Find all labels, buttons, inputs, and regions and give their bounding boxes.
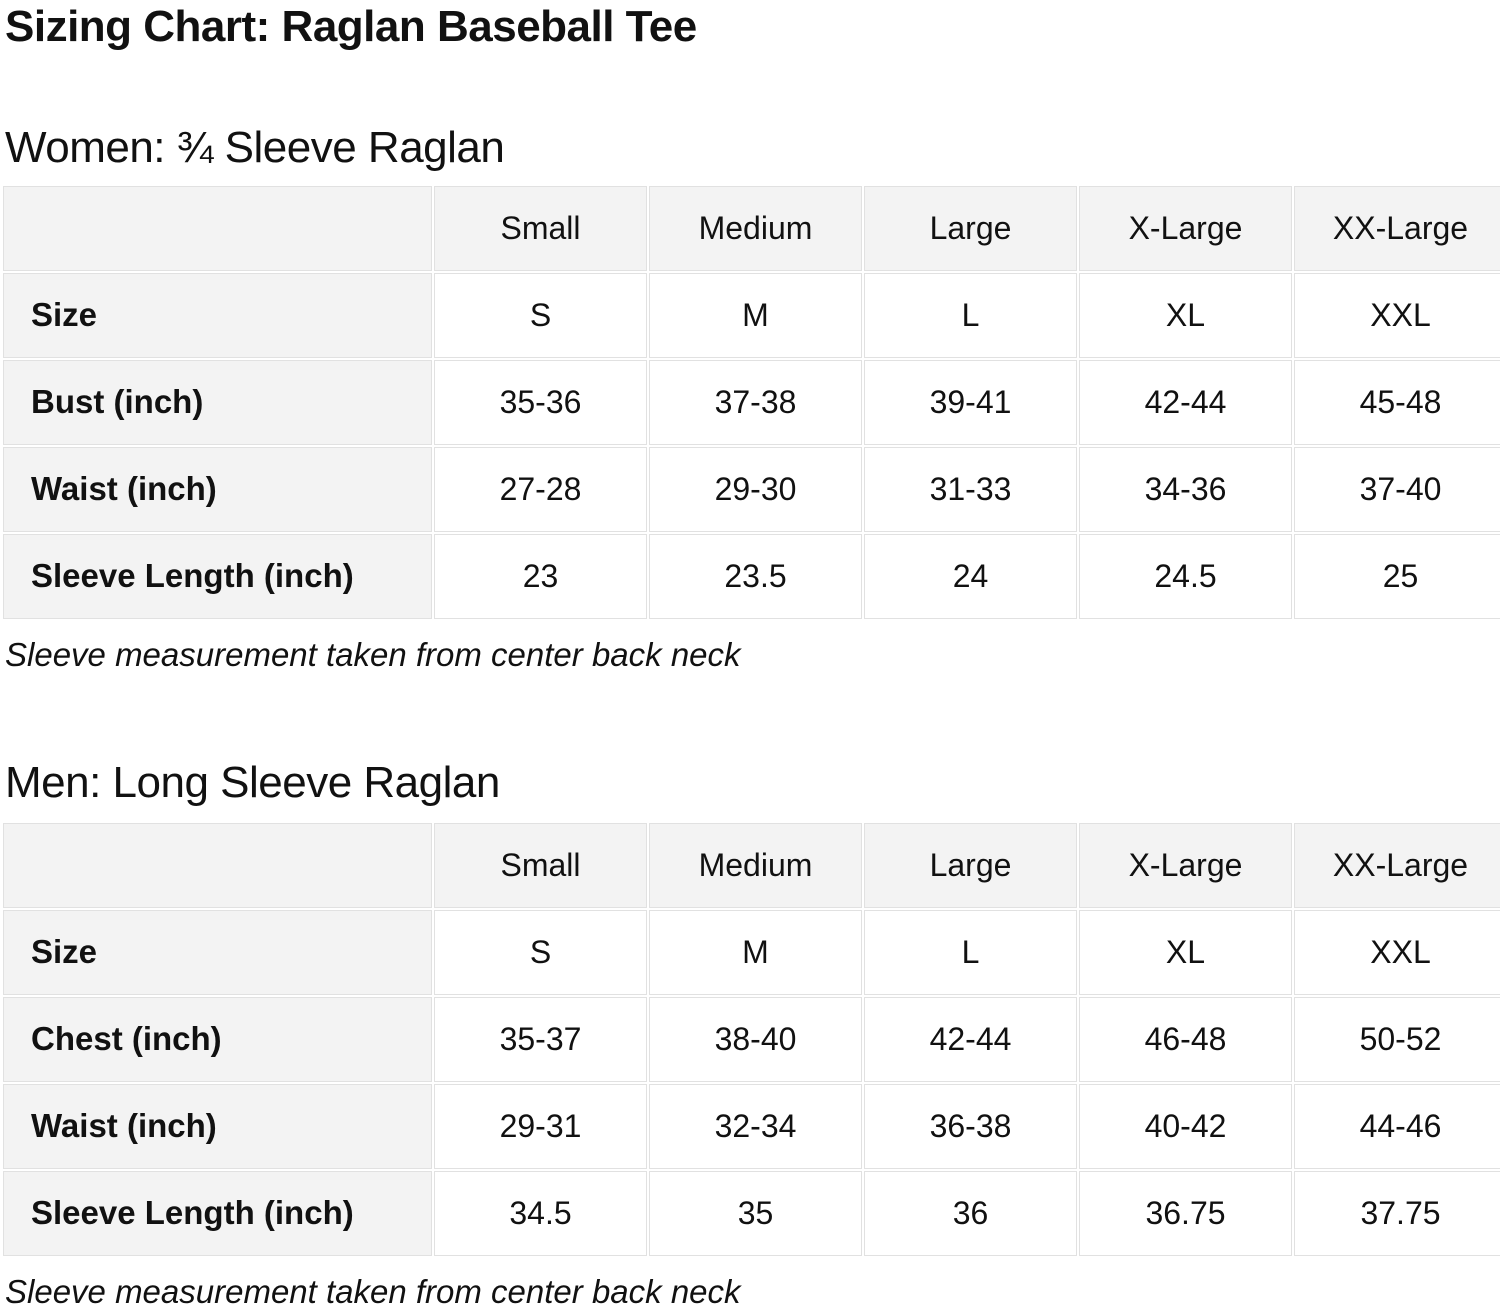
men-row-size: Size S M L XL XXL xyxy=(3,909,1500,995)
sleeve-cell: 36.75 xyxy=(1079,1170,1292,1256)
women-column-header-x-large: X-Large xyxy=(1079,185,1292,271)
women-row-label-size: Size xyxy=(3,272,432,358)
women-row-size: Size S M L XL XXL xyxy=(3,272,1500,358)
men-row-sleeve-length: Sleeve Length (inch) 34.5 35 36 36.75 37… xyxy=(3,1170,1500,1256)
women-row-bust: Bust (inch) 35-36 37-38 39-41 42-44 45-4… xyxy=(3,359,1500,445)
men-column-header-medium: Medium xyxy=(649,822,862,908)
men-row-label-waist: Waist (inch) xyxy=(3,1083,432,1169)
women-header-row: Small Medium Large X-Large XX-Large xyxy=(3,185,1500,271)
size-cell: M xyxy=(649,909,862,995)
size-cell: L xyxy=(864,909,1077,995)
men-header-row: Small Medium Large X-Large XX-Large xyxy=(3,822,1500,908)
men-row-label-sleeve-length: Sleeve Length (inch) xyxy=(3,1170,432,1256)
women-row-sleeve-length: Sleeve Length (inch) 23 23.5 24 24.5 25 xyxy=(3,533,1500,619)
sleeve-cell: 24.5 xyxy=(1079,533,1292,619)
waist-cell: 44-46 xyxy=(1294,1083,1500,1169)
waist-cell: 37-40 xyxy=(1294,446,1500,532)
waist-cell: 40-42 xyxy=(1079,1083,1292,1169)
size-cell: XL xyxy=(1079,272,1292,358)
women-corner-cell xyxy=(3,185,432,271)
bust-cell: 39-41 xyxy=(864,359,1077,445)
waist-cell: 32-34 xyxy=(649,1083,862,1169)
waist-cell: 31-33 xyxy=(864,446,1077,532)
men-section-heading: Men: Long Sleeve Raglan xyxy=(5,757,500,807)
women-column-header-xx-large: XX-Large xyxy=(1294,185,1500,271)
size-cell: M xyxy=(649,272,862,358)
chest-cell: 46-48 xyxy=(1079,996,1292,1082)
men-sleeve-measurement-note: Sleeve measurement taken from center bac… xyxy=(5,1272,741,1310)
waist-cell: 29-31 xyxy=(434,1083,647,1169)
men-row-waist: Waist (inch) 29-31 32-34 36-38 40-42 44-… xyxy=(3,1083,1500,1169)
sleeve-cell: 25 xyxy=(1294,533,1500,619)
bust-cell: 35-36 xyxy=(434,359,647,445)
chest-cell: 38-40 xyxy=(649,996,862,1082)
bust-cell: 45-48 xyxy=(1294,359,1500,445)
waist-cell: 36-38 xyxy=(864,1083,1077,1169)
sleeve-cell: 34.5 xyxy=(434,1170,647,1256)
women-section: Women: ¾ Sleeve Raglan Small Medium Larg… xyxy=(0,122,1500,674)
size-cell: S xyxy=(434,909,647,995)
men-row-label-size: Size xyxy=(3,909,432,995)
women-section-heading: Women: ¾ Sleeve Raglan xyxy=(5,122,505,172)
men-size-table: Small Medium Large X-Large XX-Large Size… xyxy=(1,821,1500,1258)
chest-cell: 50-52 xyxy=(1294,996,1500,1082)
men-column-header-small: Small xyxy=(434,822,647,908)
size-cell: XXL xyxy=(1294,909,1500,995)
sleeve-cell: 36 xyxy=(864,1170,1077,1256)
women-column-header-small: Small xyxy=(434,185,647,271)
women-row-waist: Waist (inch) 27-28 29-30 31-33 34-36 37-… xyxy=(3,446,1500,532)
waist-cell: 29-30 xyxy=(649,446,862,532)
sleeve-cell: 23.5 xyxy=(649,533,862,619)
men-column-header-large: Large xyxy=(864,822,1077,908)
size-cell: S xyxy=(434,272,647,358)
men-row-label-chest: Chest (inch) xyxy=(3,996,432,1082)
page-title: Sizing Chart: Raglan Baseball Tee xyxy=(5,2,697,51)
size-cell: XL xyxy=(1079,909,1292,995)
women-row-label-bust: Bust (inch) xyxy=(3,359,432,445)
chest-cell: 42-44 xyxy=(864,996,1077,1082)
sleeve-cell: 37.75 xyxy=(1294,1170,1500,1256)
size-cell: XXL xyxy=(1294,272,1500,358)
women-sleeve-measurement-note: Sleeve measurement taken from center bac… xyxy=(5,635,741,673)
men-section: Men: Long Sleeve Raglan Small Medium Lar… xyxy=(0,757,1500,1311)
bust-cell: 42-44 xyxy=(1079,359,1292,445)
sleeve-cell: 24 xyxy=(864,533,1077,619)
chest-cell: 35-37 xyxy=(434,996,647,1082)
women-row-label-sleeve-length: Sleeve Length (inch) xyxy=(3,533,432,619)
men-row-chest: Chest (inch) 35-37 38-40 42-44 46-48 50-… xyxy=(3,996,1500,1082)
women-column-header-medium: Medium xyxy=(649,185,862,271)
sleeve-cell: 35 xyxy=(649,1170,862,1256)
waist-cell: 27-28 xyxy=(434,446,647,532)
men-corner-cell xyxy=(3,822,432,908)
women-size-table: Small Medium Large X-Large XX-Large Size… xyxy=(1,184,1500,621)
men-column-header-x-large: X-Large xyxy=(1079,822,1292,908)
waist-cell: 34-36 xyxy=(1079,446,1292,532)
sleeve-cell: 23 xyxy=(434,533,647,619)
women-column-header-large: Large xyxy=(864,185,1077,271)
bust-cell: 37-38 xyxy=(649,359,862,445)
men-column-header-xx-large: XX-Large xyxy=(1294,822,1500,908)
women-row-label-waist: Waist (inch) xyxy=(3,446,432,532)
size-cell: L xyxy=(864,272,1077,358)
